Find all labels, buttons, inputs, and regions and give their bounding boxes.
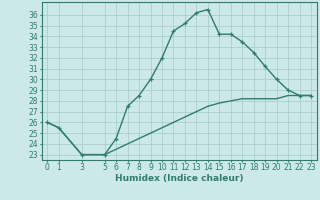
X-axis label: Humidex (Indice chaleur): Humidex (Indice chaleur) [115, 174, 244, 183]
